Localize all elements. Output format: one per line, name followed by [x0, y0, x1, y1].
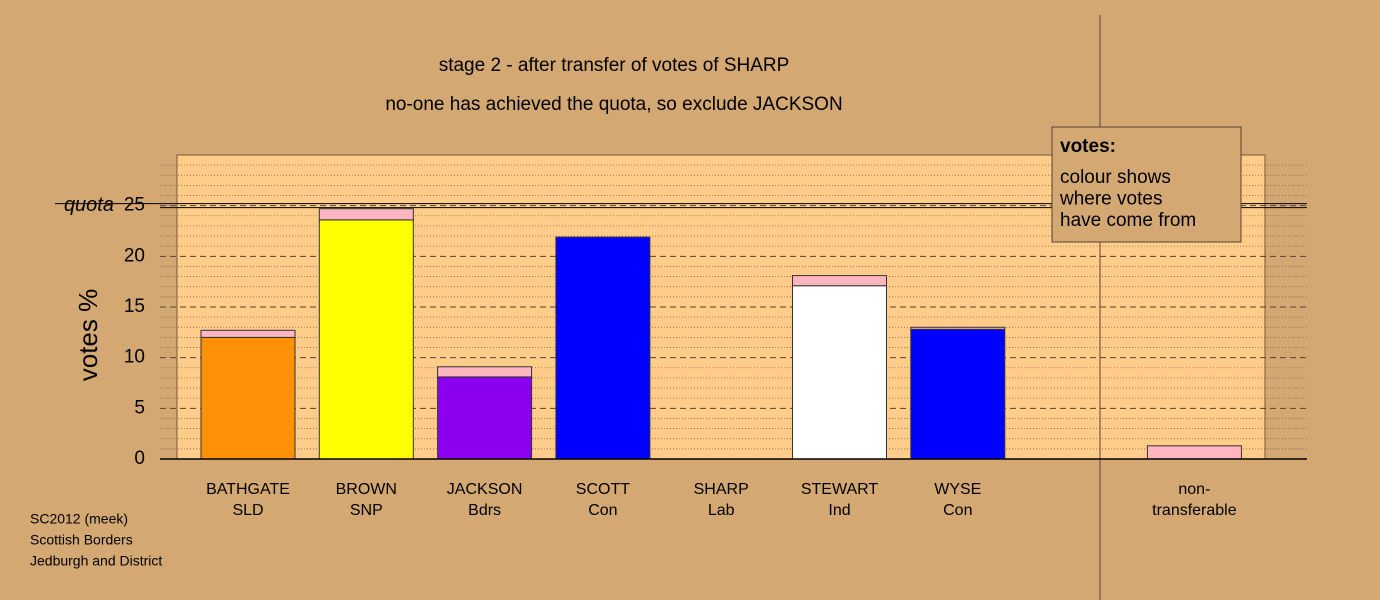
bar-segment [1146, 445, 1242, 460]
legend-text: have come from [1060, 210, 1196, 231]
x-tick-label: BROWN [336, 481, 397, 498]
legend-text: colour shows [1060, 167, 1171, 188]
x-tick-label: Con [588, 502, 617, 519]
y-tick-label: 20 [124, 245, 145, 266]
bar-segment [437, 376, 533, 460]
x-tick-label: Lab [708, 502, 735, 519]
legend-text: where votes [1059, 189, 1162, 210]
x-tick-label: non- [1178, 481, 1210, 498]
quota-label: quota [64, 194, 114, 216]
bar-segment [792, 275, 887, 287]
y-tick-label: 15 [124, 296, 145, 317]
x-tick-label: Con [943, 502, 972, 519]
bar-segment [910, 328, 1006, 460]
bar-segment [792, 285, 887, 460]
x-tick-label: SCOTT [576, 481, 630, 498]
x-tick-label: Bdrs [468, 502, 501, 519]
x-tick-label: SHARP [694, 481, 749, 498]
x-tick-label: SNP [350, 502, 383, 519]
x-tick-label: SLD [232, 502, 263, 519]
y-tick-label: 25 [124, 195, 145, 216]
legend-box [1051, 126, 1242, 243]
chart-title: stage 2 - after transfer of votes of SHA… [439, 55, 790, 76]
x-tick-label: BATHGATE [206, 481, 290, 498]
footnote-line: Jedburgh and District [30, 553, 162, 569]
y-tick-label: 0 [134, 448, 145, 469]
x-tick-label: Ind [828, 502, 850, 519]
chart-subtitle: no-one has achieved the quota, so exclud… [385, 94, 842, 115]
x-tick-label: WYSE [934, 481, 981, 498]
bar-segment [318, 208, 414, 221]
footnote-line: SC2012 (meek) [30, 511, 128, 527]
bar-segment [200, 329, 296, 338]
bar-segment [437, 366, 533, 378]
bar-segment [318, 219, 414, 460]
y-tick-label: 10 [124, 347, 145, 368]
bar-segment [910, 326, 1006, 330]
bar-segment [555, 236, 651, 460]
bar-segment [200, 336, 296, 460]
x-tick-label: JACKSON [447, 481, 523, 498]
footnote-line: Scottish Borders [30, 532, 133, 548]
y-axis-label: votes % [73, 289, 103, 382]
legend-title: votes: [1060, 136, 1116, 157]
x-tick-label: transferable [1152, 502, 1237, 519]
x-tick-label: STEWART [801, 481, 879, 498]
y-tick-label: 5 [134, 397, 145, 418]
